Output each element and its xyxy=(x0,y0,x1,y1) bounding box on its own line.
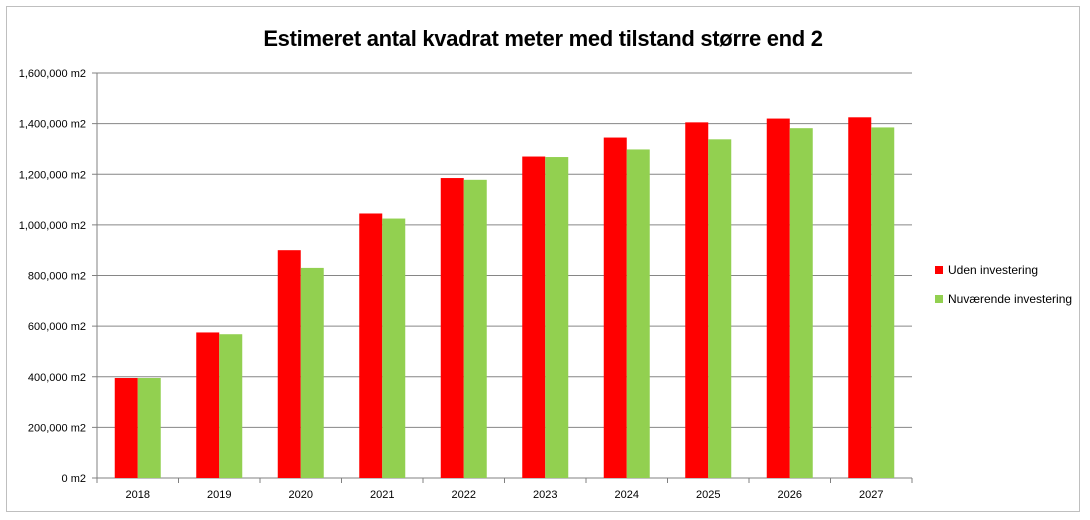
bar xyxy=(871,127,895,478)
x-tick-label: 2020 xyxy=(289,489,313,501)
y-tick-label: 1,600,000 m2 xyxy=(19,68,86,80)
bar xyxy=(300,267,324,478)
chart-title: Estimeret antal kvadrat meter med tilsta… xyxy=(263,26,823,51)
y-tick-label: 1,400,000 m2 xyxy=(19,119,86,131)
x-tick-label: 2023 xyxy=(533,489,557,501)
legend: Uden investering Nuværende investering xyxy=(935,262,1072,320)
bar xyxy=(626,149,650,478)
legend-item: Uden investering xyxy=(935,262,1072,278)
x-tick-label: 2027 xyxy=(859,489,883,501)
y-axis: 0 m2 200,000 m2 400,000 m2 600,000 m2 800,00… xyxy=(19,68,98,485)
y-tick-label: 400,000 m2 xyxy=(28,372,86,384)
x-tick-label: 2026 xyxy=(778,489,802,501)
x-tick-label: 2019 xyxy=(207,489,231,501)
bar xyxy=(848,117,872,478)
y-tick-label: 1,000,000 m2 xyxy=(19,220,86,232)
bars xyxy=(114,117,895,478)
y-tick-label: 1,200,000 m2 xyxy=(19,169,86,181)
legend-label: Nuværende investering xyxy=(948,292,1073,306)
legend-label: Uden investering xyxy=(948,263,1039,277)
x-tick-label: 2018 xyxy=(126,489,150,501)
legend-swatch xyxy=(935,266,943,274)
bar xyxy=(766,118,790,478)
bar xyxy=(685,122,709,478)
bar xyxy=(277,250,301,478)
y-tick-label: 800,000 m2 xyxy=(28,271,86,283)
legend-item: Nuværende investering xyxy=(935,291,1072,307)
bar xyxy=(522,156,546,478)
y-tick-label: 200,000 m2 xyxy=(28,422,86,434)
x-tick-label: 2025 xyxy=(696,489,720,501)
bar xyxy=(603,137,627,478)
bar xyxy=(463,179,487,478)
legend-swatch xyxy=(935,295,943,303)
y-tick-label: 600,000 m2 xyxy=(28,321,86,333)
bar xyxy=(359,213,383,478)
bar xyxy=(545,157,569,478)
bar xyxy=(196,332,220,478)
bar xyxy=(114,378,138,478)
x-tick-label: 2021 xyxy=(370,489,394,501)
x-tick-label: 2022 xyxy=(452,489,476,501)
x-axis: 2018 2019 2020 2021 2022 2023 2024 2025 2026 2027 xyxy=(96,478,913,501)
bar xyxy=(789,128,813,478)
bar xyxy=(708,139,732,478)
bar xyxy=(219,334,243,478)
bar xyxy=(137,378,161,478)
x-tick-label: 2024 xyxy=(615,489,639,501)
bar xyxy=(440,178,464,478)
bar xyxy=(382,218,406,478)
y-tick-label: 0 m2 xyxy=(62,473,86,485)
